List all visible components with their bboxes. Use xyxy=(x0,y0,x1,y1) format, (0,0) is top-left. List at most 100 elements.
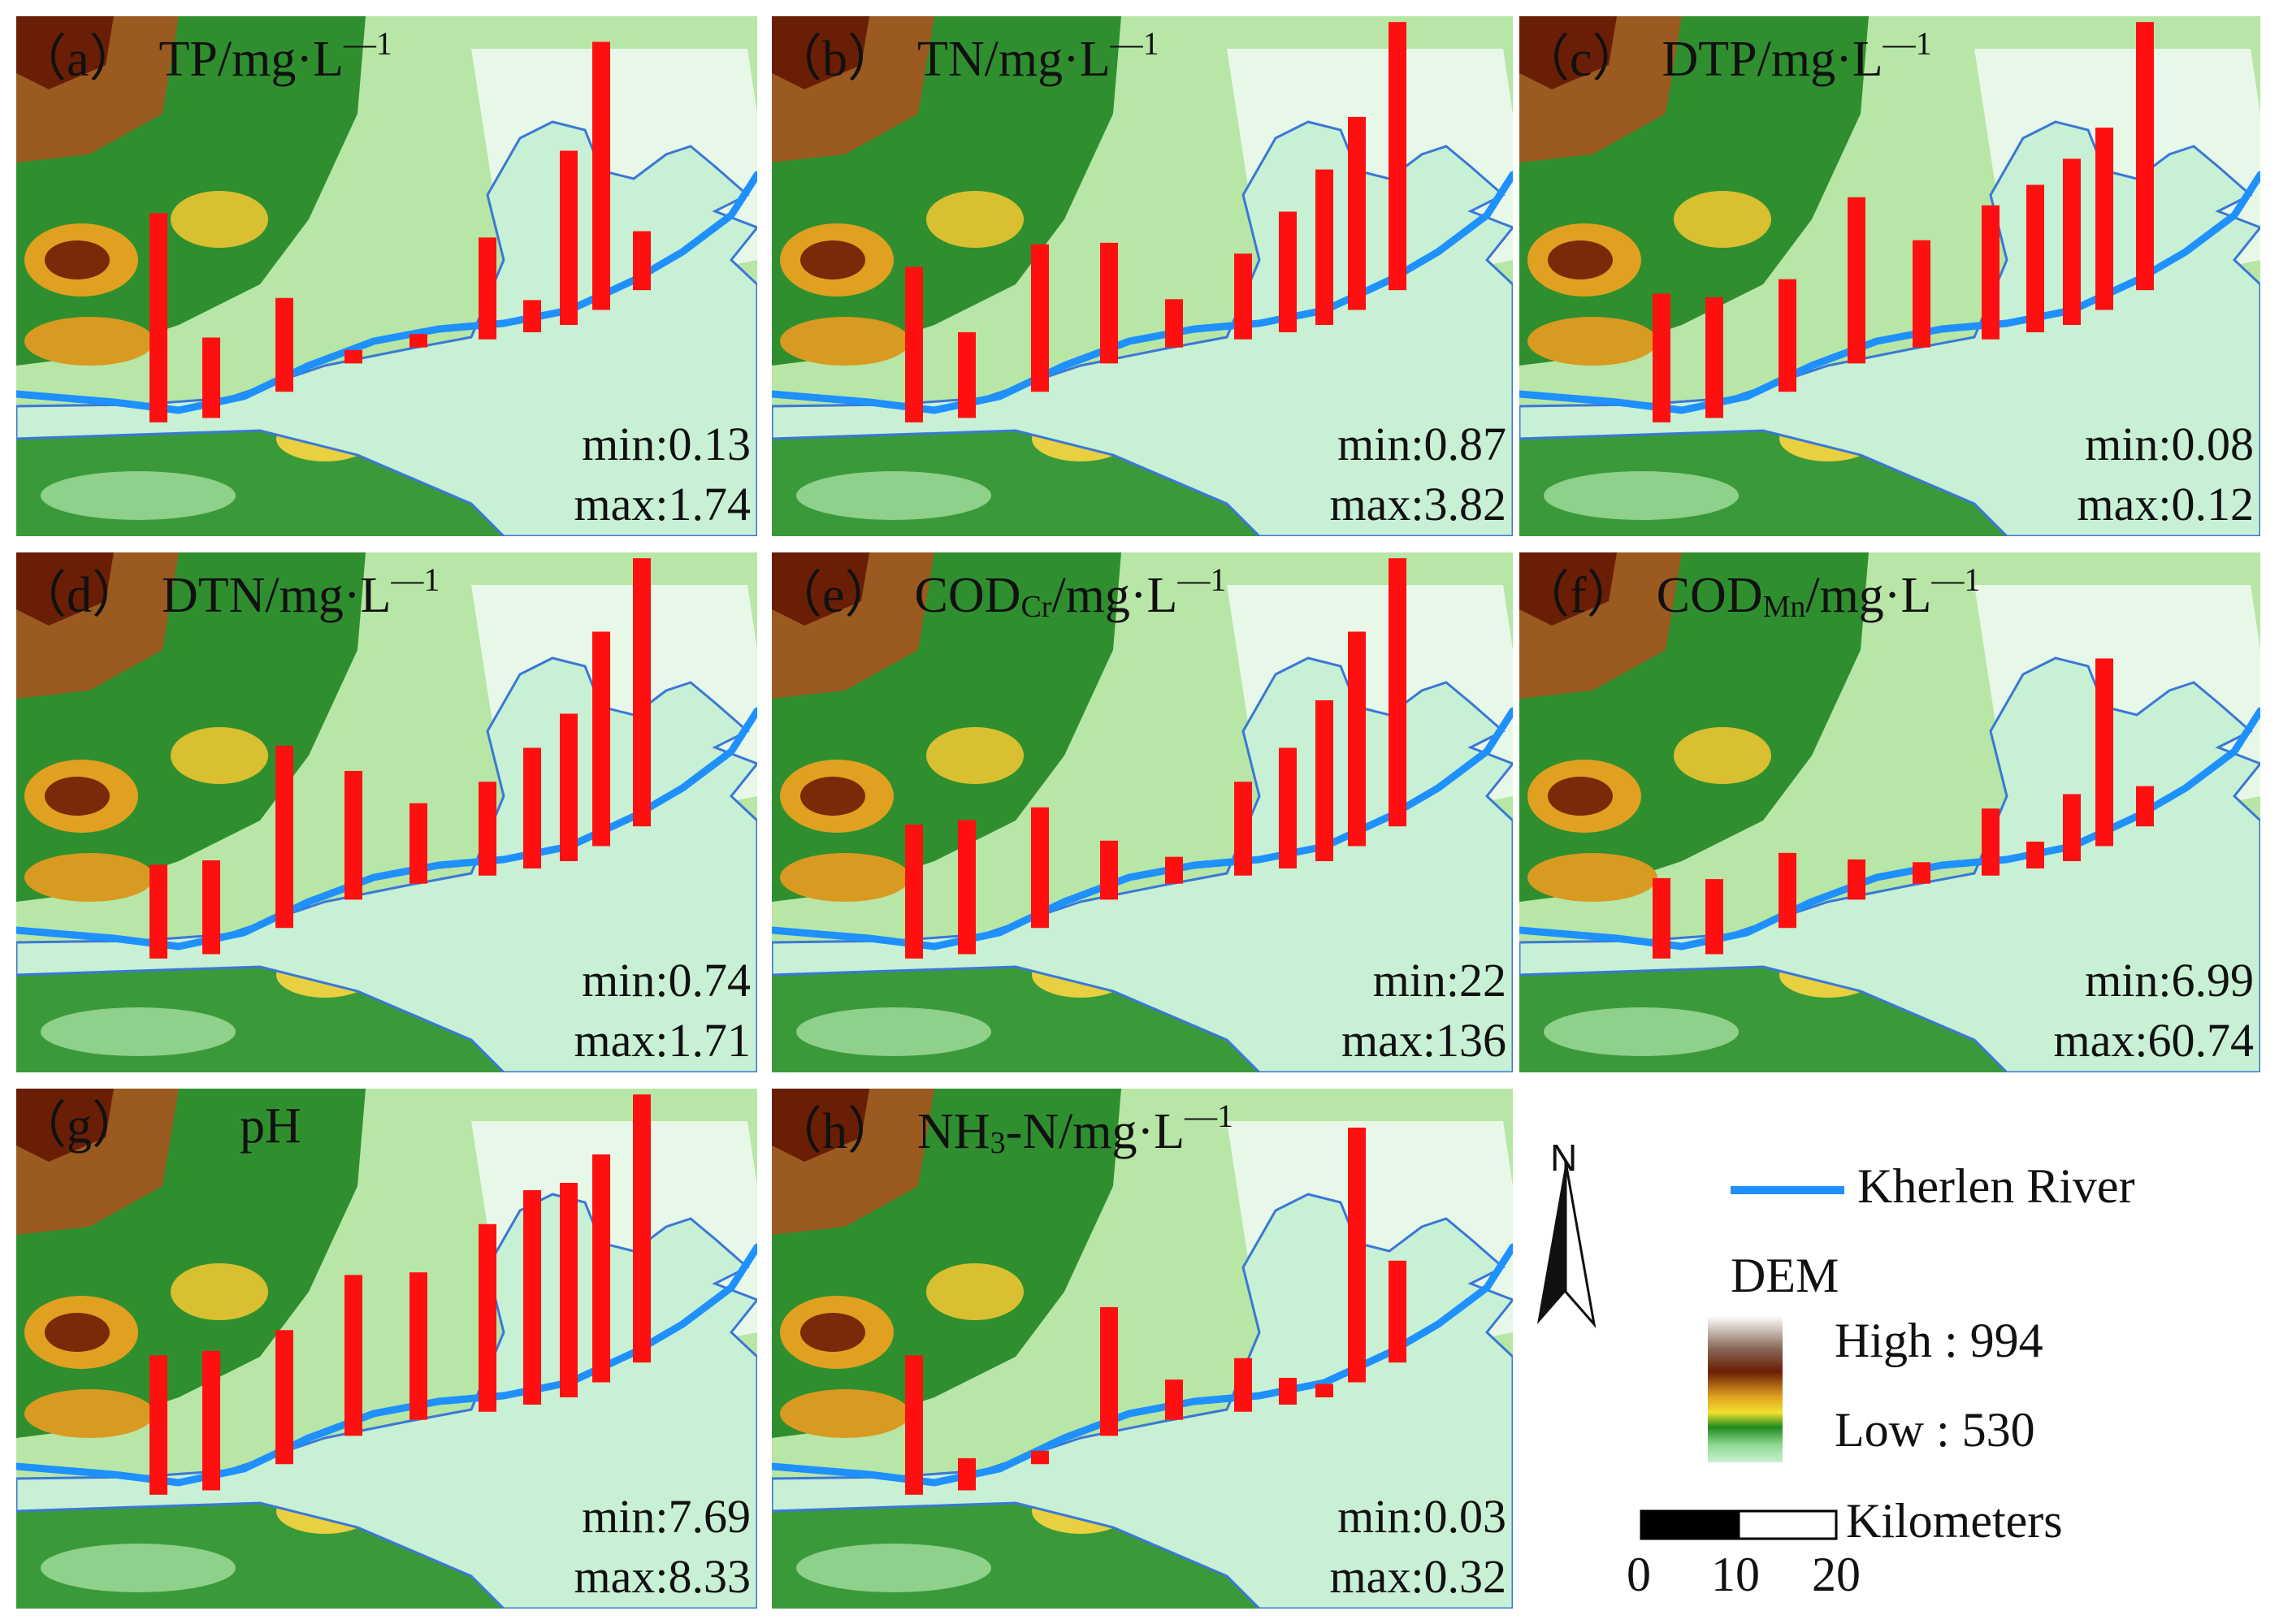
sample-bar-10 xyxy=(633,558,651,827)
sample-bar-8 xyxy=(1315,700,1333,861)
map-panel-b: （b） TN/mg·L—1 min:0.87 max:3.82 xyxy=(772,16,1513,536)
terrain-patch-9 xyxy=(41,1544,236,1592)
terrain-patch-5 xyxy=(926,727,1024,784)
panel-title: （a） TP/mg·L—1 xyxy=(16,26,757,88)
terrain-patch-2 xyxy=(1519,16,1617,89)
terrain-patch-2 xyxy=(772,552,869,626)
sample-bar-10 xyxy=(2136,22,2154,291)
sample-bar-9 xyxy=(1348,116,1366,310)
sample-bar-1 xyxy=(905,266,923,422)
sample-bar-5 xyxy=(409,1272,427,1420)
terrain-patch-4 xyxy=(1548,240,1613,279)
sample-bar-9 xyxy=(1348,1128,1366,1383)
sample-bar-6 xyxy=(1234,1358,1252,1412)
variable-name: COD xyxy=(1656,568,1763,623)
terrain-patch-6 xyxy=(780,853,910,902)
panel-variable: CODMn/mg·L—1 xyxy=(1657,562,1981,625)
panel-min-label: min:0.08 xyxy=(2085,418,2254,470)
panel-map-svg xyxy=(772,16,1513,536)
variable-name: COD xyxy=(914,568,1021,623)
panel-min-label: min:6.99 xyxy=(2085,954,2254,1007)
sample-bar-8 xyxy=(1315,1384,1333,1397)
sample-bar-10 xyxy=(1389,22,1406,291)
legend-graphics xyxy=(1537,1161,1844,1540)
sample-bar-1 xyxy=(905,824,923,959)
map-legend: N Kherlen River DEM High : 994 Low : 530… xyxy=(1527,1081,2259,1600)
terrain-patch-6 xyxy=(24,1389,154,1438)
map-panel-a: （a） TP/mg·L—1 min:0.13 max:1.74 xyxy=(16,16,757,536)
terrain-patch-5 xyxy=(1674,727,1771,784)
panel-tag: （f） xyxy=(1519,568,1637,623)
sample-bar-7 xyxy=(523,1190,541,1405)
terrain-patch-9 xyxy=(41,471,236,520)
sample-bar-8 xyxy=(560,1183,578,1397)
kherlen-river-line xyxy=(1519,171,2260,414)
unit-exponent: —1 xyxy=(1110,25,1159,62)
scale-unit-label: Kilometers xyxy=(1846,1494,2063,1548)
variable-name: DTN/mg·L xyxy=(162,568,392,623)
sample-bar-2 xyxy=(1705,297,1723,418)
dem-title: DEM xyxy=(1731,1249,1839,1302)
sample-bar-5 xyxy=(1165,299,1183,348)
terrain-patch-6 xyxy=(780,1389,910,1438)
variable-unit: -N/mg·L xyxy=(1005,1104,1185,1159)
kherlen-river-line xyxy=(16,171,757,414)
sample-bar-4 xyxy=(344,1275,362,1436)
dem-color-ramp xyxy=(1708,1316,1783,1462)
sample-bar-4 xyxy=(344,770,362,900)
terrain-patch-6 xyxy=(24,317,154,366)
sample-bar-9 xyxy=(592,1154,610,1383)
sample-bar-5 xyxy=(1913,862,1930,884)
panel-variable: CODCr/mg·L—1 xyxy=(915,562,1227,625)
scale-bar-black xyxy=(1640,1509,1740,1540)
sample-bar-10 xyxy=(1389,558,1406,827)
sample-bar-1 xyxy=(1653,293,1670,422)
terrain-patch-6 xyxy=(780,317,910,366)
panel-tag: （b） xyxy=(772,32,899,87)
kherlen-river-line xyxy=(16,1243,757,1487)
terrain-patch-5 xyxy=(1674,191,1771,248)
sample-bar-2 xyxy=(958,820,976,955)
panel-min-label: min:22 xyxy=(1372,954,1506,1007)
sample-bar-1 xyxy=(149,213,167,422)
sample-bar-3 xyxy=(1031,807,1049,929)
sample-bar-2 xyxy=(1705,879,1723,955)
sample-bar-6 xyxy=(1982,808,2000,876)
variable-subscript: Cr xyxy=(1020,590,1052,624)
panel-variable: DTP/mg·L—1 xyxy=(1662,26,1932,88)
sample-bar-3 xyxy=(275,745,293,929)
panel-max-label: max:8.33 xyxy=(574,1550,751,1603)
north-arrow-icon-right xyxy=(1564,1161,1597,1329)
kherlen-river-line xyxy=(772,171,1513,414)
sample-bar-4 xyxy=(1848,197,1865,364)
scale-bar-white xyxy=(1737,1509,1838,1540)
sample-bar-2 xyxy=(202,1350,220,1491)
panel-min-label: min:0.87 xyxy=(1337,418,1506,470)
sample-bar-7 xyxy=(1279,747,1297,868)
terrain-patch-4 xyxy=(1548,777,1613,816)
terrain-patch-4 xyxy=(800,777,865,816)
panel-max-label: max:0.12 xyxy=(2077,478,2254,531)
sample-bar-8 xyxy=(560,150,578,325)
north-label: N xyxy=(1550,1137,1578,1179)
sample-bar-4 xyxy=(1848,859,1865,900)
map-panel-g: （g） pH min:7.69 max:8.33 xyxy=(16,1089,757,1609)
map-panel-d: （d） DTN/mg·L—1 min:0.74 max:1.71 xyxy=(16,552,757,1072)
sample-bar-2 xyxy=(958,1457,976,1491)
panel-map-svg xyxy=(772,552,1513,1072)
terrain-patch-9 xyxy=(796,1544,991,1592)
variable-name: TP/mg·L xyxy=(158,32,344,87)
panel-min-label: min:0.03 xyxy=(1337,1490,1506,1543)
terrain-patch-9 xyxy=(796,471,991,520)
terrain-patch-5 xyxy=(171,727,268,784)
sample-bar-6 xyxy=(479,237,496,340)
panel-title: （c） DTP/mg·L—1 xyxy=(1519,26,2260,88)
sample-bar-10 xyxy=(1389,1260,1406,1363)
sample-bar-9 xyxy=(592,631,610,847)
panel-max-label: max:136 xyxy=(1341,1014,1506,1067)
lowland-plain xyxy=(1519,656,2260,1072)
sample-bar-6 xyxy=(479,782,496,876)
sample-bar-3 xyxy=(275,1330,293,1465)
sample-bar-10 xyxy=(633,1094,651,1363)
map-panel-c: （c） DTP/mg·L—1 min:0.08 max:0.12 xyxy=(1519,16,2260,536)
